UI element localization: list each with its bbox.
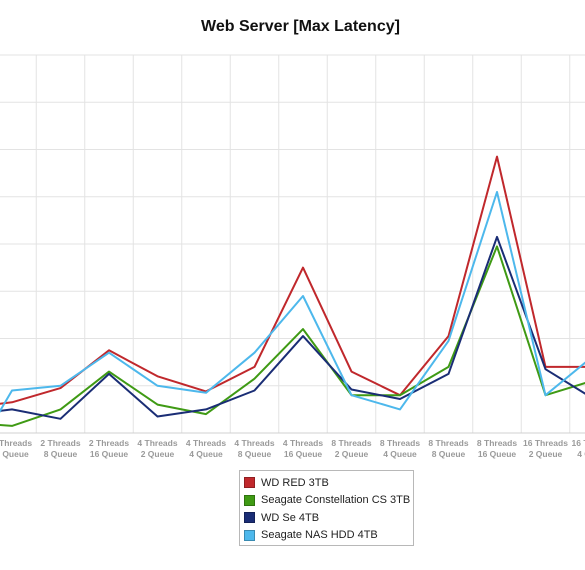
legend-swatch bbox=[244, 477, 255, 489]
legend-item: WD Se 4TB bbox=[244, 509, 413, 527]
series-line bbox=[0, 245, 585, 427]
chart-series-lines bbox=[0, 155, 585, 427]
series-line bbox=[0, 235, 585, 420]
x-tick-label: 4 Threads bbox=[186, 438, 226, 448]
x-tick-label: 8 Queue bbox=[44, 449, 78, 459]
legend-item: WD RED 3TB bbox=[244, 474, 413, 492]
legend-swatch bbox=[244, 512, 255, 524]
x-tick-label: 8 Threads bbox=[477, 438, 517, 448]
x-tick-label: 8 Threads bbox=[331, 438, 371, 448]
x-tick-label: 8 Threads bbox=[428, 438, 468, 448]
x-tick-label: 2 Queue bbox=[335, 449, 369, 459]
x-tick-label: 16 Threads bbox=[523, 438, 568, 448]
legend-swatch bbox=[244, 494, 255, 506]
legend-label: WD RED 3TB bbox=[261, 476, 329, 489]
chart-title: Web Server [Max Latency] bbox=[201, 18, 400, 35]
legend-item: Seagate Constellation CS 3TB bbox=[244, 492, 413, 510]
x-tick-label: 16 Queue bbox=[90, 449, 129, 459]
x-tick-label: 4 Threads bbox=[283, 438, 323, 448]
x-tick-label: 1 Queue bbox=[0, 449, 29, 459]
x-tick-label: 2 Queue bbox=[141, 449, 175, 459]
legend-item: Seagate NAS HDD 4TB bbox=[244, 527, 413, 545]
x-tick-label: 4 Queue bbox=[189, 449, 223, 459]
x-tick-label: 16 Threads bbox=[572, 438, 585, 448]
x-tick-label: 4 Threads bbox=[137, 438, 177, 448]
x-tick-label: 4 Queue bbox=[577, 449, 585, 459]
legend-label: WD Se 4TB bbox=[261, 511, 320, 524]
x-tick-label: 8 Queue bbox=[432, 449, 466, 459]
chart-grid bbox=[0, 54, 585, 434]
x-tick-label: 4 Threads bbox=[234, 438, 274, 448]
x-tick-label: 8 Threads bbox=[380, 438, 420, 448]
x-tick-label: 1 Threads bbox=[0, 438, 32, 448]
series-line bbox=[0, 191, 585, 413]
legend-label: Seagate NAS HDD 4TB bbox=[261, 529, 378, 542]
x-tick-label: 2 Queue bbox=[529, 449, 563, 459]
legend-swatch bbox=[244, 529, 255, 541]
chart-legend: WD RED 3TB Seagate Constellation CS 3TB WD… bbox=[239, 470, 414, 546]
x-tick-label: 8 Queue bbox=[238, 449, 272, 459]
x-tick-label: 2 Threads bbox=[89, 438, 129, 448]
x-tick-label: 4 Queue bbox=[383, 449, 417, 459]
x-tick-label: 2 Threads bbox=[40, 438, 80, 448]
x-tick-label: 16 Queue bbox=[478, 449, 517, 459]
x-tick-label: 16 Queue bbox=[284, 449, 323, 459]
legend-label: Seagate Constellation CS 3TB bbox=[261, 494, 411, 507]
series-line bbox=[0, 155, 585, 405]
